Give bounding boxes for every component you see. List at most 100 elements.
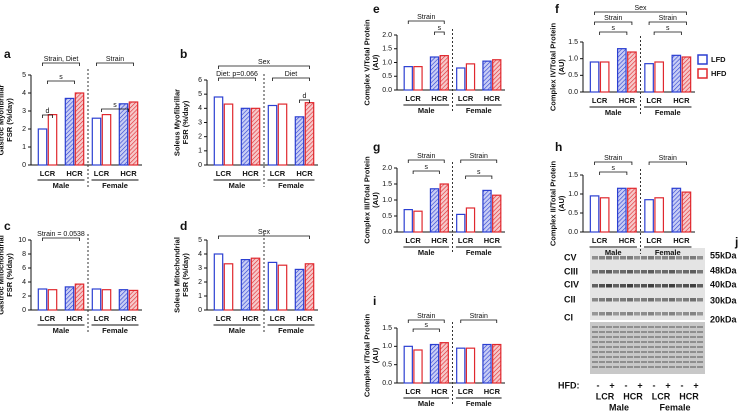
bar — [213, 253, 224, 311]
bar — [223, 263, 234, 311]
stain-band — [655, 361, 661, 363]
blot-band — [606, 256, 612, 260]
stain-band — [683, 336, 689, 338]
stain-band — [634, 336, 640, 338]
panel-letter: d — [180, 219, 187, 233]
stain-band — [676, 336, 682, 338]
weight-label: 20kDa — [710, 314, 738, 324]
group-label: LCR — [646, 236, 662, 245]
stain-band — [592, 351, 598, 353]
significance-bracket — [465, 175, 493, 179]
annotation: s — [59, 74, 63, 81]
group-label: LCR — [592, 236, 608, 245]
sex-label: Female — [466, 248, 492, 257]
hfd-sign: + — [609, 380, 614, 390]
y-tick-label: 0 — [22, 162, 26, 169]
bar — [627, 51, 637, 93]
bar — [465, 63, 476, 91]
annotation: Strain — [659, 15, 677, 22]
stain-band — [634, 356, 640, 358]
significance-bracket — [648, 161, 687, 165]
stain-band — [690, 361, 696, 363]
blot-band — [662, 256, 668, 260]
y-tick-label: 5 — [198, 237, 202, 244]
stain-band — [627, 326, 633, 328]
stain-band — [634, 351, 640, 353]
stain-band — [620, 326, 626, 328]
stain-band — [655, 336, 661, 338]
stain-band — [676, 331, 682, 333]
blot-band — [620, 270, 626, 274]
blot-band — [683, 256, 689, 260]
y-tick-label: 2.0 — [382, 32, 392, 39]
y-axis-label: FSR (%/day) — [5, 253, 14, 297]
blot-band — [669, 284, 675, 288]
bar — [482, 189, 492, 233]
stain-band — [690, 356, 696, 358]
stain-band — [613, 366, 619, 368]
group-label: HCR — [673, 236, 690, 245]
y-axis-label: Complex IV/Total Protein — [548, 22, 557, 111]
sex-label: Male — [605, 248, 622, 257]
blot-band — [592, 312, 598, 316]
blot-band — [627, 256, 633, 260]
y-tick-label: 0.5 — [382, 73, 392, 80]
stain-band — [655, 331, 661, 333]
significance-bracket — [594, 21, 633, 25]
y-axis-label: (AU) — [371, 192, 380, 208]
blot-band — [655, 270, 661, 274]
stain-band — [620, 331, 626, 333]
blot-band — [627, 298, 633, 302]
complex-label: CIV — [564, 279, 579, 289]
blot-band — [606, 298, 612, 302]
y-tick-label: 0.0 — [568, 89, 578, 96]
bar — [37, 288, 48, 311]
stain-band — [606, 361, 612, 363]
weight-label: 48kDa — [710, 265, 738, 275]
significance-bracket — [412, 170, 440, 174]
y-axis-label: Soleus Mitochondrial — [172, 237, 181, 313]
group-label: LCR — [592, 96, 608, 105]
significance-bracket — [460, 319, 498, 323]
panel-letter: f — [555, 2, 560, 16]
group-label: LCR — [458, 387, 474, 396]
stain-band — [627, 356, 633, 358]
group-label: HCR — [484, 387, 501, 396]
annotation: d — [303, 93, 307, 100]
stain-band — [697, 356, 703, 358]
bar — [413, 66, 423, 91]
significance-bracket — [101, 108, 129, 112]
stain-band — [697, 331, 703, 333]
stain-band — [613, 351, 619, 353]
stain-band — [592, 356, 598, 358]
y-tick-label: 0.5 — [568, 72, 578, 79]
complex-label: CI — [564, 312, 573, 322]
panel-letter: j — [734, 235, 738, 249]
bar — [492, 59, 502, 91]
blot-band — [690, 312, 696, 316]
bar — [250, 257, 261, 311]
blot-band — [620, 256, 626, 260]
y-axis-label: (AU) — [371, 54, 380, 70]
stain-band — [613, 326, 619, 328]
annotation: s — [425, 322, 429, 329]
bar — [654, 61, 665, 93]
stain-band — [627, 351, 633, 353]
significance-bracket — [218, 65, 310, 69]
significance-bracket — [412, 328, 440, 332]
significance-bracket — [42, 114, 53, 118]
y-tick-label: 1.0 — [382, 343, 392, 350]
stain-band — [620, 341, 626, 343]
blot-band — [669, 298, 675, 302]
annotation: Strain = 0.0538 — [37, 231, 85, 238]
stain-band — [676, 341, 682, 343]
stain-band — [683, 361, 689, 363]
sex-label: Male — [418, 248, 435, 257]
bar — [128, 289, 139, 311]
sex-label: Female — [102, 181, 128, 190]
y-tick-label: 2 — [22, 126, 26, 133]
blot-band — [613, 298, 619, 302]
group-label: HCR — [120, 314, 137, 323]
blot-band — [641, 298, 647, 302]
bar — [213, 96, 224, 166]
